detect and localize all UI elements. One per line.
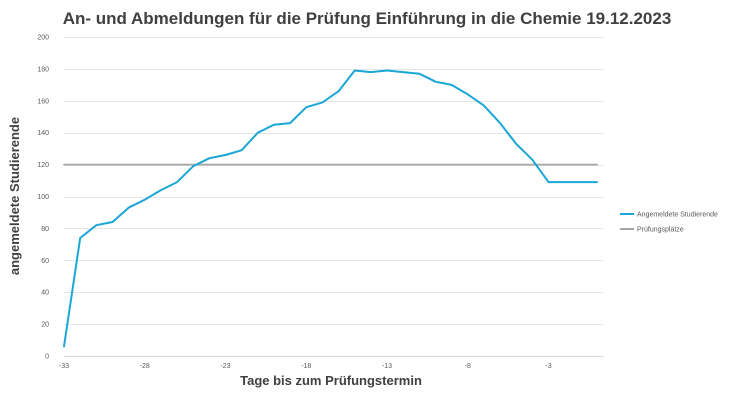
series-line-angemeldete-studierende [63, 69, 598, 348]
x-tick-label: -18 [301, 363, 311, 370]
x-tick-label: -8 [465, 363, 471, 370]
y-tick-label: 200 [37, 35, 49, 42]
x-tick-label: -28 [140, 363, 150, 370]
y-tick-label: 40 [41, 290, 49, 297]
x-tick-label: -3 [545, 363, 551, 370]
x-tick-label: -13 [382, 363, 392, 370]
x-axis-tick-labels: -33 -28 -23 -18 -13 -8 -3 [59, 363, 552, 370]
series-layer [63, 69, 598, 348]
x-tick-label: -23 [220, 363, 230, 370]
y-axis-tick-labels: 0 20 40 60 80 100 120 140 160 180 200 [37, 35, 49, 361]
y-tick-label: 60 [41, 258, 49, 265]
y-tick-label: 20 [41, 322, 49, 329]
x-tick-label: -33 [59, 363, 69, 370]
y-tick-label: 100 [37, 194, 49, 201]
chart-title: An- und Abmeldungen für die Prüfung Einf… [63, 9, 672, 28]
legend-label: Prüfungsplätze [637, 227, 684, 234]
x-axis-title: Tage bis zum Prüfungstermin [240, 373, 422, 388]
y-tick-label: 140 [37, 130, 49, 137]
legend: Angemeldete Studierende Prüfungsplätze [620, 212, 718, 234]
y-tick-label: 160 [37, 98, 49, 105]
y-axis-title: angemeldete Studierende [7, 117, 22, 275]
y-tick-label: 0 [45, 354, 49, 361]
y-tick-label: 80 [41, 226, 49, 233]
y-tick-label: 120 [37, 162, 49, 169]
legend-label: Angemeldete Studierende [637, 212, 718, 219]
y-tick-label: 180 [37, 66, 49, 73]
gridlines [64, 37, 604, 325]
